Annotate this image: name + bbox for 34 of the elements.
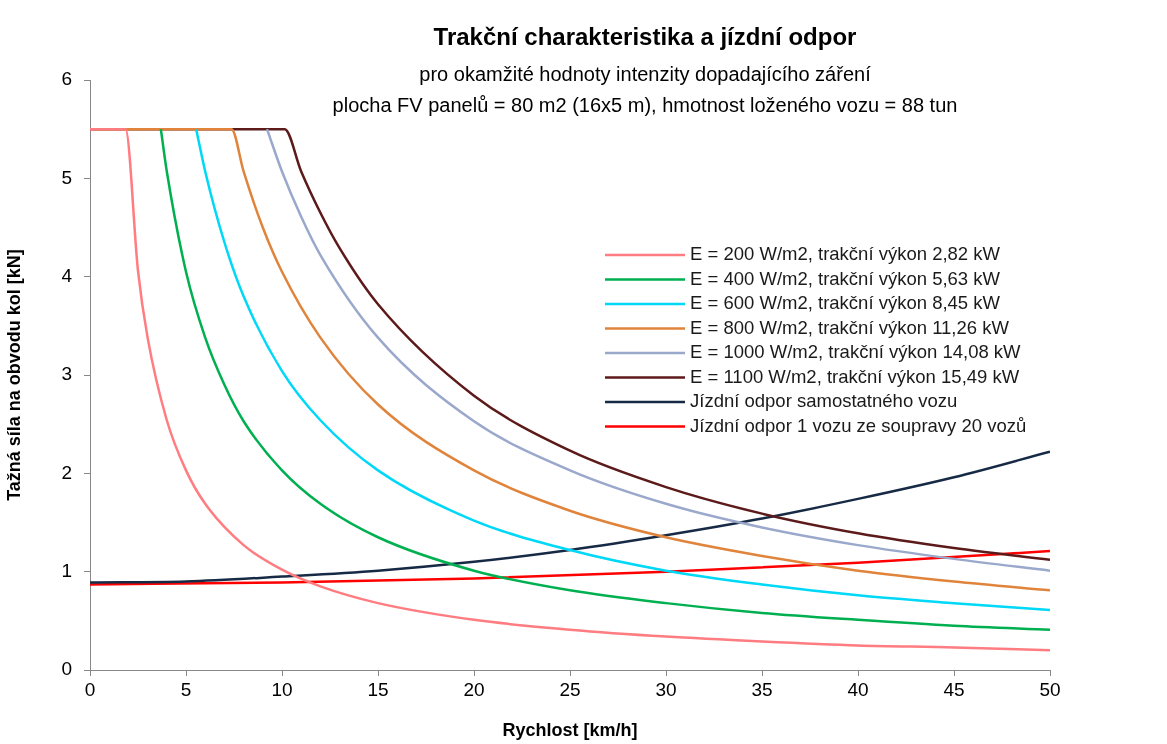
x-tick-label: 25 <box>559 678 581 700</box>
line-series <box>90 450 1050 584</box>
x-tick-label: 0 <box>84 678 96 700</box>
line-series <box>90 549 1050 586</box>
x-tick-label: 10 <box>271 678 293 700</box>
x-tick-label: 40 <box>847 678 869 700</box>
x-tick-label: 50 <box>1039 678 1061 700</box>
legend-label: E = 1000 W/m2, trakční výkon 14,08 kW <box>690 341 1022 363</box>
y-axis-title: Tažná síla na obvodu kol [kN] <box>3 249 24 501</box>
x-tick-label: 15 <box>367 678 389 700</box>
y-tick-label: 4 <box>61 264 73 286</box>
text: plocha FV panelů = 80 m2 (16x5 m), hmotnost loženého vozu = 88 tun <box>332 93 958 116</box>
chart-title: Trakční charakteristika a jízdní odpor <box>433 22 857 50</box>
y-tick-label: 2 <box>61 461 72 483</box>
line-series <box>265 127 1050 572</box>
text: pro okamžité hodnoty intenzity dopadajícího záření <box>419 62 871 85</box>
y-tick-label: 6 <box>61 68 72 90</box>
legend-label: E = 1100 W/m2, trakční výkon 15,49 kW <box>690 365 1020 387</box>
x-tick-label: 5 <box>180 678 192 700</box>
x-tick-label: 30 <box>655 678 677 700</box>
x-tick-label: 20 <box>463 678 485 700</box>
legend-label: E = 400 W/m2, trakční výkon 5,63 kW <box>690 267 1001 289</box>
x-tick-label: 35 <box>751 678 773 700</box>
legend-label: E = 200 W/m2, trakční výkon 2,82 kW <box>690 243 1001 265</box>
x-axis-title: Rychlost [km/h] <box>502 720 638 741</box>
legend-label: Jízdní odpor samostatného vozu <box>690 390 958 412</box>
y-tick-label: 1 <box>61 559 72 581</box>
x-tick-label: 45 <box>943 678 965 700</box>
y-tick-label: 3 <box>61 363 72 385</box>
legend-label: E = 600 W/m2, trakční výkon 8,45 kW <box>690 292 1001 314</box>
legend-label: Jízdní odpor 1 vozu ze soupravy 20 vozů <box>690 414 1027 436</box>
y-tick-label: 5 <box>61 166 72 188</box>
legend-label: E = 800 W/m2, trakční výkon 11,26 kW <box>690 316 1010 338</box>
y-tick-label: 0 <box>61 658 72 680</box>
